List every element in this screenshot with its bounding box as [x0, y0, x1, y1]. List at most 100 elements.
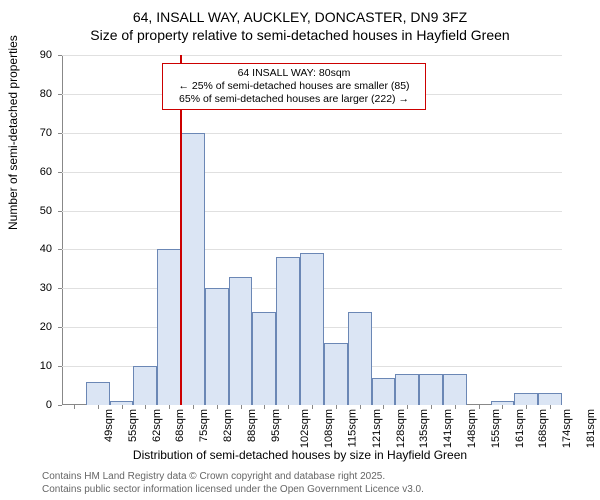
title-line-2: Size of property relative to semi-detach…: [0, 26, 600, 44]
x-tick-label: 168sqm: [538, 409, 550, 448]
x-tick-mark: [241, 405, 242, 409]
x-tick-label: 128sqm: [395, 409, 407, 448]
y-tick-label: 0: [22, 399, 52, 411]
y-tick-label: 70: [22, 127, 52, 139]
x-tick-mark: [455, 405, 456, 409]
x-tick-label: 49sqm: [103, 409, 115, 442]
x-tick-label: 102sqm: [300, 409, 312, 448]
x-tick-mark: [383, 405, 384, 409]
x-tick-label: 174sqm: [561, 409, 573, 448]
gridline: [62, 133, 562, 134]
x-tick-mark: [360, 405, 361, 409]
histogram-bar: [229, 277, 253, 405]
x-tick-mark: [74, 405, 75, 409]
y-axis-line: [62, 55, 63, 405]
x-tick-label: 75sqm: [198, 409, 210, 442]
x-tick-label: 82sqm: [222, 409, 234, 442]
x-tick-mark: [336, 405, 337, 409]
x-tick-mark: [407, 405, 408, 409]
histogram-bar: [419, 374, 443, 405]
x-tick-mark: [550, 405, 551, 409]
y-tick-label: 40: [22, 243, 52, 255]
footnote-line-2: Contains public sector information licen…: [42, 483, 424, 496]
x-tick-label: 181sqm: [585, 409, 597, 448]
histogram-bar: [514, 393, 538, 405]
x-tick-label: 62sqm: [151, 409, 163, 442]
gridline: [62, 249, 562, 250]
y-tick-mark: [58, 405, 62, 406]
title-block: 64, INSALL WAY, AUCKLEY, DONCASTER, DN9 …: [0, 0, 600, 44]
gridline: [62, 211, 562, 212]
gridline: [62, 55, 562, 56]
x-tick-mark: [122, 405, 123, 409]
footnote-line-1: Contains HM Land Registry data © Crown c…: [42, 470, 424, 483]
annotation-line-2: ← 25% of semi-detached houses are smalle…: [169, 80, 419, 93]
y-tick-label: 10: [22, 360, 52, 372]
y-tick-mark: [58, 133, 62, 134]
x-tick-label: 135sqm: [419, 409, 431, 448]
x-tick-label: 55sqm: [127, 409, 139, 442]
histogram-bar: [133, 366, 157, 405]
x-tick-label: 115sqm: [346, 409, 358, 447]
histogram-bar: [181, 133, 205, 405]
histogram-bar: [276, 257, 300, 405]
x-tick-mark: [479, 405, 480, 409]
histogram-bar: [372, 378, 396, 405]
y-tick-mark: [58, 288, 62, 289]
histogram-bar: [324, 343, 348, 405]
y-tick-mark: [58, 55, 62, 56]
x-tick-mark: [193, 405, 194, 409]
x-tick-mark: [169, 405, 170, 409]
histogram-bar: [538, 393, 562, 405]
histogram-bar: [157, 249, 181, 405]
chart-area: 49sqm55sqm62sqm68sqm75sqm82sqm88sqm95sqm…: [62, 55, 562, 405]
annotation-line-3: 65% of semi-detached houses are larger (…: [169, 93, 419, 106]
annotation-box: 64 INSALL WAY: 80sqm← 25% of semi-detach…: [162, 63, 426, 110]
x-tick-label: 95sqm: [270, 409, 282, 442]
x-tick-mark: [145, 405, 146, 409]
y-tick-mark: [58, 172, 62, 173]
y-tick-label: 60: [22, 166, 52, 178]
y-tick-mark: [58, 327, 62, 328]
x-tick-mark: [288, 405, 289, 409]
x-tick-mark: [526, 405, 527, 409]
y-tick-mark: [58, 94, 62, 95]
footnote: Contains HM Land Registry data © Crown c…: [42, 470, 424, 496]
x-tick-mark: [264, 405, 265, 409]
annotation-line-1: 64 INSALL WAY: 80sqm: [169, 67, 419, 80]
x-tick-label: 121sqm: [371, 409, 383, 448]
x-tick-mark: [312, 405, 313, 409]
histogram-bar: [205, 288, 229, 405]
x-tick-label: 108sqm: [323, 409, 335, 448]
histogram-bar: [443, 374, 467, 405]
histogram-bar: [86, 382, 110, 405]
x-tick-label: 88sqm: [246, 409, 258, 442]
x-tick-mark: [502, 405, 503, 409]
x-tick-label: 141sqm: [442, 409, 454, 448]
x-tick-mark: [431, 405, 432, 409]
x-tick-label: 148sqm: [466, 409, 478, 448]
x-axis-label: Distribution of semi-detached houses by …: [0, 448, 600, 462]
gridline: [62, 172, 562, 173]
histogram-bar: [395, 374, 419, 405]
histogram-bar: [300, 253, 324, 405]
y-axis-label: Number of semi-detached properties: [6, 35, 20, 230]
x-tick-mark: [217, 405, 218, 409]
y-tick-mark: [58, 211, 62, 212]
y-tick-label: 80: [22, 88, 52, 100]
y-tick-label: 30: [22, 282, 52, 294]
plot-region: 49sqm55sqm62sqm68sqm75sqm82sqm88sqm95sqm…: [62, 55, 562, 405]
histogram-bar: [348, 312, 372, 405]
histogram-bar: [252, 312, 276, 405]
y-tick-label: 50: [22, 205, 52, 217]
chart-container: 64, INSALL WAY, AUCKLEY, DONCASTER, DN9 …: [0, 0, 600, 500]
x-tick-label: 161sqm: [514, 409, 526, 448]
y-tick-mark: [58, 366, 62, 367]
y-tick-label: 90: [22, 49, 52, 61]
title-line-1: 64, INSALL WAY, AUCKLEY, DONCASTER, DN9 …: [0, 8, 600, 26]
y-tick-label: 20: [22, 321, 52, 333]
x-tick-label: 68sqm: [174, 409, 186, 442]
y-tick-mark: [58, 249, 62, 250]
x-tick-label: 155sqm: [490, 409, 502, 448]
x-tick-mark: [98, 405, 99, 409]
